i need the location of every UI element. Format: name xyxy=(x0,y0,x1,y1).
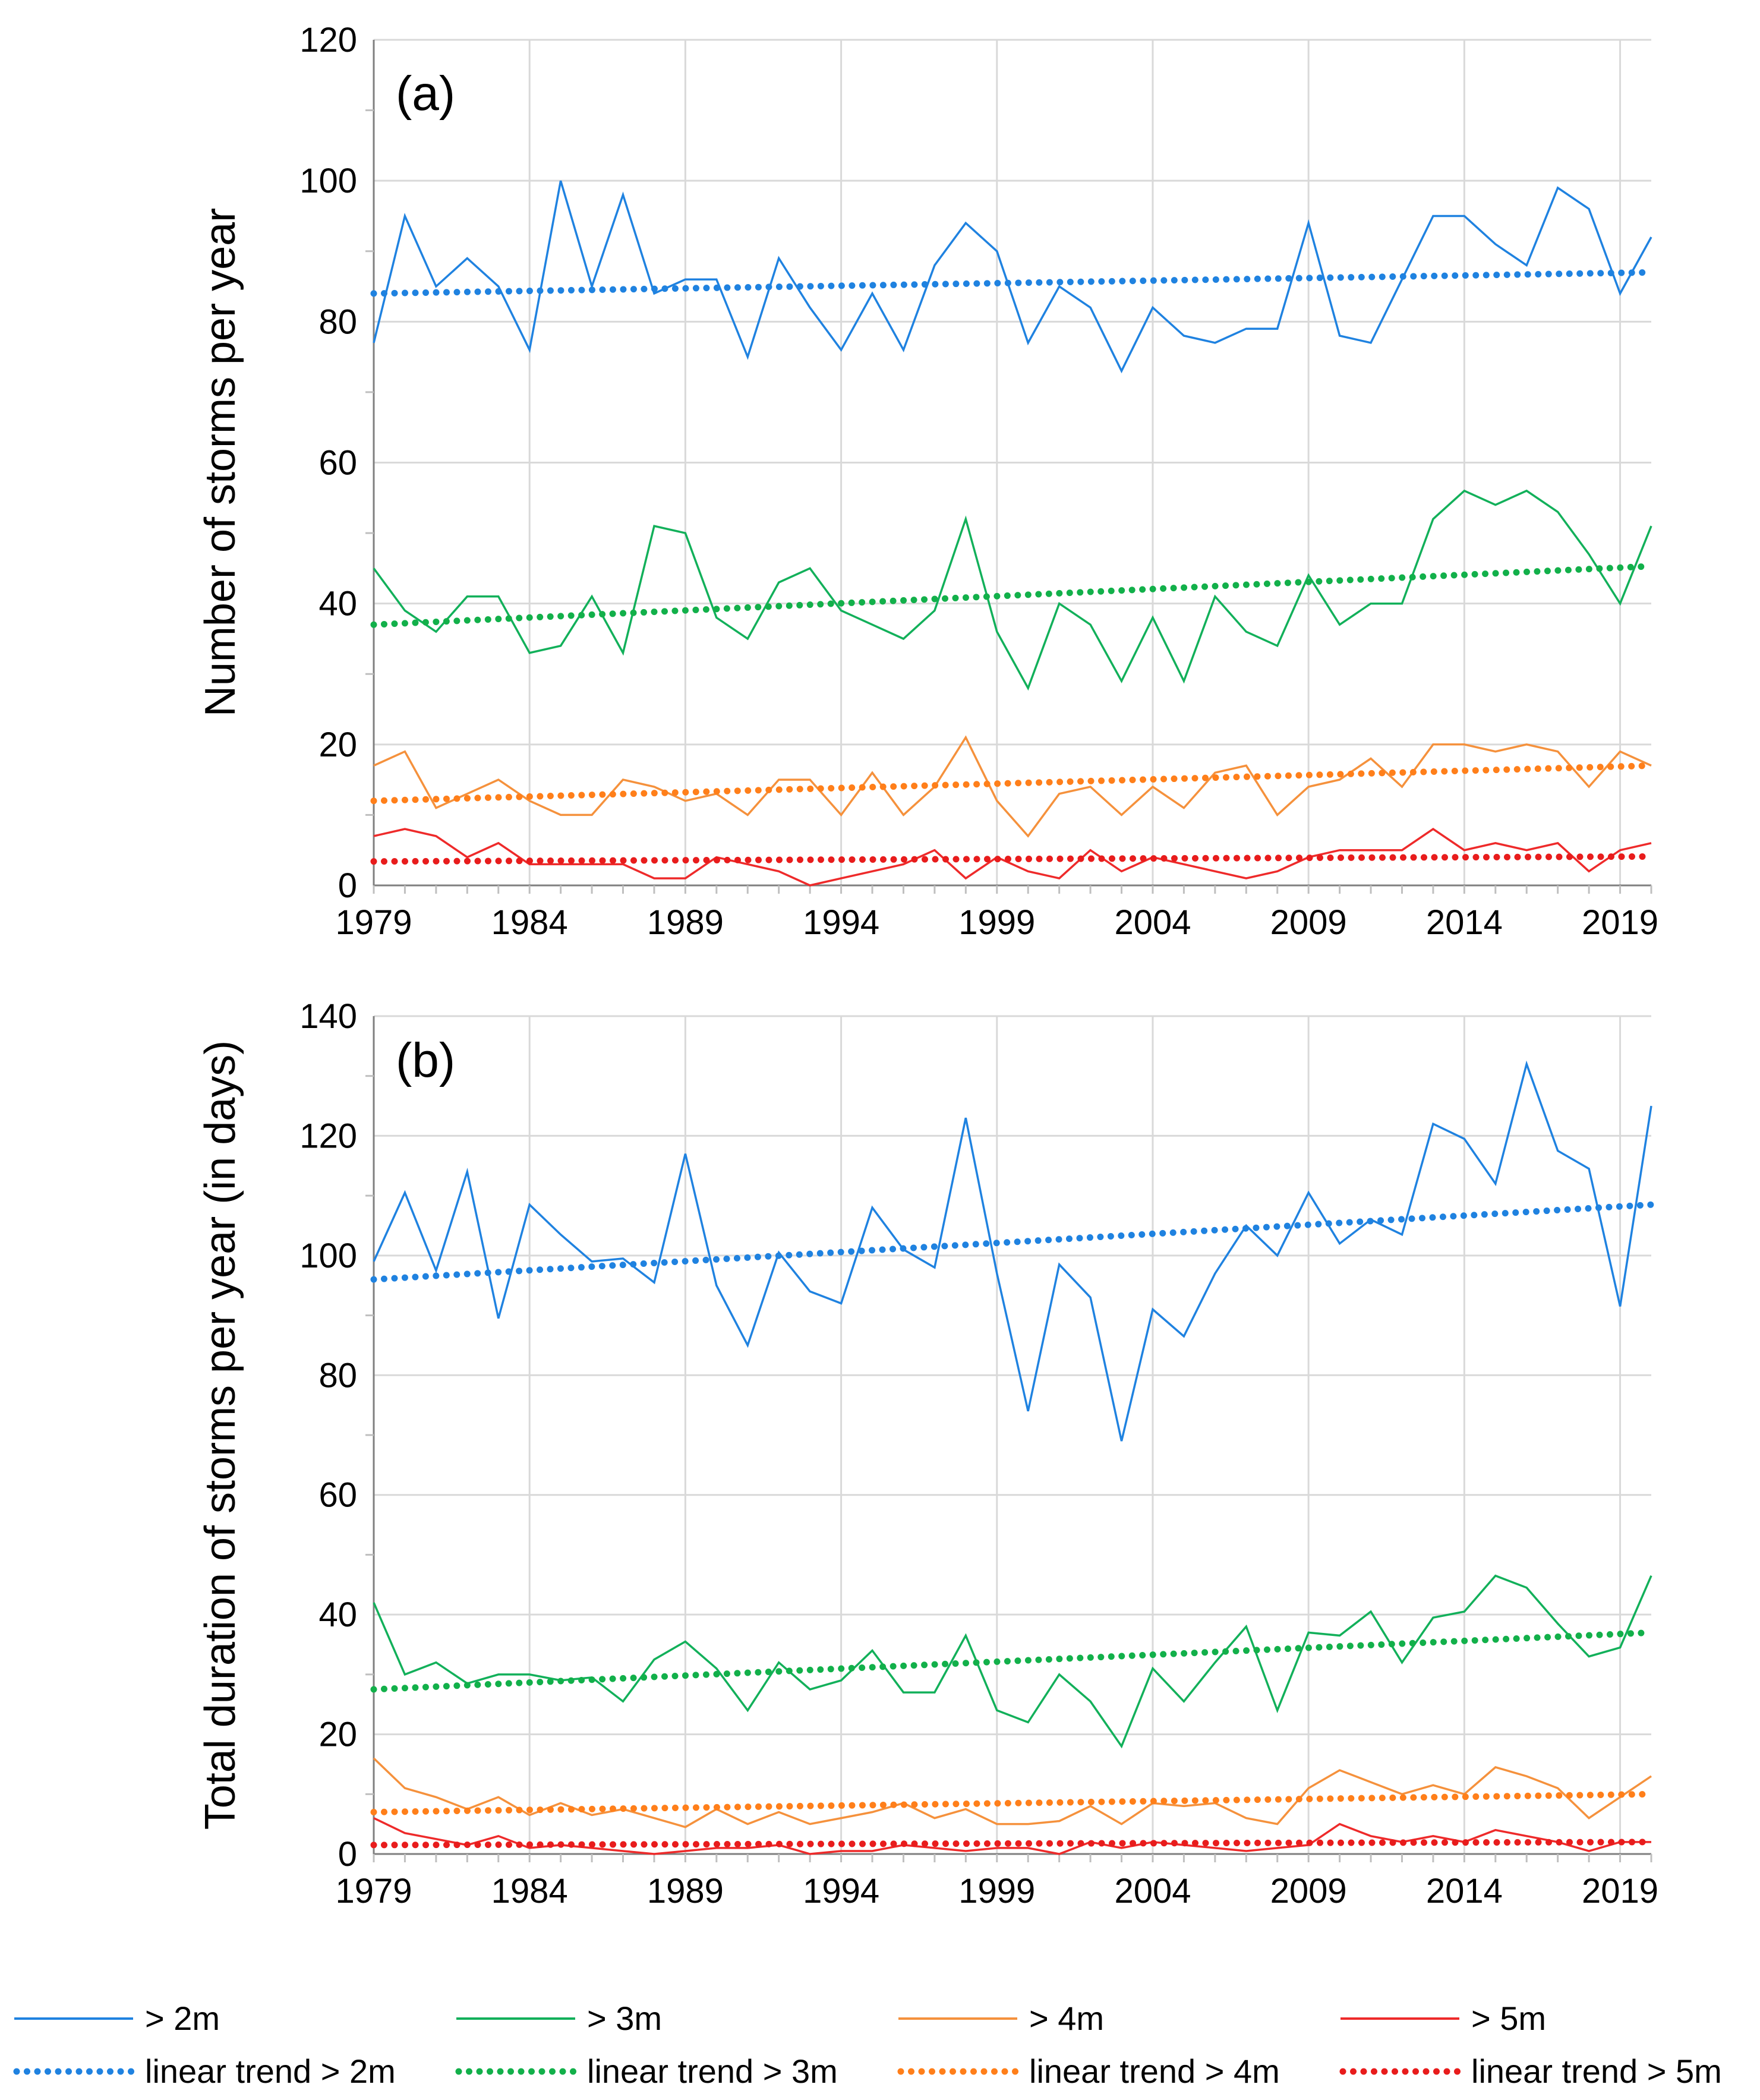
legend-label: linear trend > 5m xyxy=(1471,2052,1722,2090)
series-line xyxy=(373,1757,1652,1828)
x-tick-label: 2019 xyxy=(1582,903,1658,942)
x-tick-label: 2014 xyxy=(1426,1872,1503,1910)
x-tick-label: 2019 xyxy=(1582,1872,1658,1910)
legend-label: > 3m xyxy=(587,2000,662,2037)
x-tick-label: 1979 xyxy=(335,903,412,942)
y-axis-title: Number of storms per year xyxy=(197,208,244,717)
x-tick-label: 1999 xyxy=(958,903,1035,942)
series-line xyxy=(373,1574,1652,1749)
x-tick-label: 2004 xyxy=(1114,903,1191,942)
trend-line xyxy=(370,563,1655,628)
x-tick-label: 1984 xyxy=(491,903,568,942)
panel-label: (b) xyxy=(396,1033,455,1087)
y-axis-title: Total duration of storms per year (in da… xyxy=(197,1040,244,1830)
x-tick-label: 2009 xyxy=(1270,1872,1347,1910)
trend-line xyxy=(370,1790,1655,1815)
series-line xyxy=(373,827,1652,887)
y-tick-label: 40 xyxy=(318,1596,357,1634)
legend-label: linear trend > 2m xyxy=(145,2052,396,2090)
y-tick-label: 40 xyxy=(318,585,357,623)
legend-label: > 4m xyxy=(1029,2000,1104,2037)
legend-label: > 5m xyxy=(1471,2000,1546,2037)
y-tick-label: 80 xyxy=(318,302,357,341)
trend-line xyxy=(370,762,1655,805)
y-tick-label: 20 xyxy=(318,1716,357,1754)
series-line xyxy=(373,180,1652,374)
x-tick-label: 1999 xyxy=(958,1872,1035,1910)
x-tick-label: 1979 xyxy=(335,1872,412,1910)
x-tick-label: 1984 xyxy=(491,1872,568,1910)
y-tick-label: 80 xyxy=(318,1356,357,1395)
y-tick-label: 100 xyxy=(299,1237,357,1275)
y-tick-label: 20 xyxy=(318,726,357,764)
x-tick-label: 1989 xyxy=(647,1872,724,1910)
trend-line xyxy=(370,1201,1655,1283)
y-tick-label: 60 xyxy=(318,1476,357,1515)
trend-line xyxy=(370,853,1655,865)
y-tick-label: 0 xyxy=(338,866,357,905)
panel-b-chart: 0 20 40 60 80 100 120 140 1979 1984 1989 1994 1999 20… xyxy=(197,997,1658,1910)
y-tick-label: 0 xyxy=(338,1835,357,1874)
y-tick-label: 60 xyxy=(318,444,357,483)
x-tick-label: 2014 xyxy=(1426,903,1503,942)
y-tick-label: 140 xyxy=(299,997,357,1036)
x-tick-label: 1994 xyxy=(803,903,879,942)
legend-label: linear trend > 4m xyxy=(1029,2052,1280,2090)
panel-label: (a) xyxy=(396,67,455,121)
legend-label: linear trend > 3m xyxy=(587,2052,838,2090)
legend-label: > 2m xyxy=(145,2000,220,2037)
series-line xyxy=(373,489,1652,691)
series-line xyxy=(373,735,1652,838)
y-tick-label: 120 xyxy=(299,21,357,59)
y-tick-label: 120 xyxy=(299,1117,357,1155)
panel-a-chart: 0 20 40 60 80 100 120 1979 1984 1989 1994 1999 2004 2… xyxy=(197,21,1658,942)
x-tick-label: 1994 xyxy=(803,1872,879,1910)
series-line xyxy=(373,1060,1652,1442)
x-tick-label: 1989 xyxy=(647,903,724,942)
trend-line xyxy=(370,269,1655,297)
series-line xyxy=(373,1817,1651,1855)
x-tick-label: 2009 xyxy=(1270,903,1347,942)
x-tick-label: 2004 xyxy=(1114,1872,1191,1910)
legend: > 2m > 3m > 4m > 5m linear trend > 2m linear … xyxy=(13,2000,1722,2090)
y-tick-label: 100 xyxy=(299,162,357,200)
